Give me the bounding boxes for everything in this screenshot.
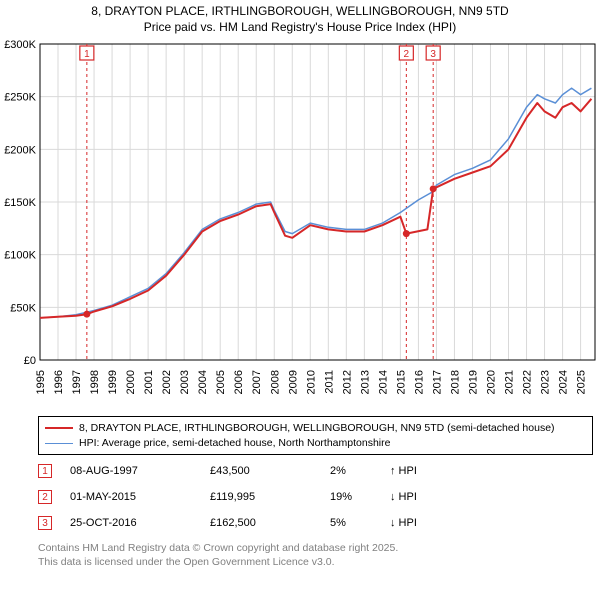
svg-text:2016: 2016 <box>413 370 425 394</box>
svg-text:£200K: £200K <box>4 144 36 156</box>
transaction-date: 08-AUG-1997 <box>70 465 210 477</box>
svg-text:2017: 2017 <box>431 370 443 394</box>
transaction-direction: ↓ HPI <box>390 491 417 503</box>
svg-text:£0: £0 <box>24 355 36 367</box>
svg-text:£50K: £50K <box>10 302 36 314</box>
legend-item: 8, DRAYTON PLACE, IRTHLINGBOROUGH, WELLI… <box>45 421 586 436</box>
transaction-marker: 1 <box>38 464 52 478</box>
page-title: 8, DRAYTON PLACE, IRTHLINGBOROUGH, WELLI… <box>0 0 600 35</box>
legend-swatch <box>45 427 73 429</box>
footer-line2: This data is licensed under the Open Gov… <box>38 556 578 570</box>
svg-text:1999: 1999 <box>107 370 119 394</box>
svg-text:2024: 2024 <box>558 370 570 394</box>
footer-line1: Contains HM Land Registry data © Crown c… <box>38 542 578 556</box>
legend-item: HPI: Average price, semi-detached house,… <box>45 436 586 451</box>
svg-text:2007: 2007 <box>251 370 263 394</box>
svg-text:2014: 2014 <box>377 370 389 394</box>
svg-text:2013: 2013 <box>359 370 371 394</box>
legend-swatch <box>45 443 73 444</box>
svg-text:1998: 1998 <box>89 370 101 394</box>
transaction-row: 1 08-AUG-1997£43,5002%↑ HPI <box>38 458 417 484</box>
svg-text:2005: 2005 <box>215 370 227 394</box>
svg-text:2012: 2012 <box>341 370 353 394</box>
transaction-direction: ↑ HPI <box>390 465 417 477</box>
svg-text:2010: 2010 <box>305 370 317 394</box>
legend: 8, DRAYTON PLACE, IRTHLINGBOROUGH, WELLI… <box>38 416 593 455</box>
transaction-pct: 5% <box>330 517 390 529</box>
transaction-marker: 3 <box>38 516 52 530</box>
svg-text:2011: 2011 <box>323 370 335 394</box>
svg-text:2018: 2018 <box>449 370 461 394</box>
svg-text:2008: 2008 <box>269 370 281 394</box>
svg-text:£250K: £250K <box>4 92 36 104</box>
transaction-marker: 2 <box>38 490 52 504</box>
svg-text:2022: 2022 <box>522 370 534 394</box>
transaction-direction: ↓ HPI <box>390 517 417 529</box>
svg-text:3: 3 <box>430 49 436 60</box>
transaction-price: £43,500 <box>210 465 330 477</box>
svg-text:£150K: £150K <box>4 197 36 209</box>
title-line1: 8, DRAYTON PLACE, IRTHLINGBOROUGH, WELLI… <box>0 4 600 20</box>
svg-text:2002: 2002 <box>161 370 173 394</box>
svg-text:2000: 2000 <box>125 370 137 394</box>
transaction-pct: 2% <box>330 465 390 477</box>
transaction-date: 25-OCT-2016 <box>70 517 210 529</box>
transaction-row: 2 01-MAY-2015£119,99519%↓ HPI <box>38 484 417 510</box>
svg-text:2020: 2020 <box>485 370 497 394</box>
transaction-price: £162,500 <box>210 517 330 529</box>
svg-text:2021: 2021 <box>504 370 516 394</box>
svg-text:1995: 1995 <box>35 370 47 394</box>
price-chart: £0 £50K £100K £150K £200K £250K £300K 1995 1996 1… <box>0 38 600 408</box>
svg-text:2: 2 <box>404 49 410 60</box>
svg-text:1: 1 <box>84 49 90 60</box>
transaction-price: £119,995 <box>210 491 330 503</box>
legend-label: HPI: Average price, semi-detached house,… <box>79 436 390 451</box>
title-line2: Price paid vs. HM Land Registry's House … <box>0 20 600 36</box>
transaction-row: 3 25-OCT-2016£162,5005%↓ HPI <box>38 510 417 536</box>
svg-text:2004: 2004 <box>197 370 209 394</box>
svg-text:2009: 2009 <box>287 370 299 394</box>
svg-text:2003: 2003 <box>179 370 191 394</box>
transaction-list: 108-AUG-1997£43,5002%↑ HPI201-MAY-2015£1… <box>38 458 417 536</box>
svg-text:2015: 2015 <box>395 370 407 394</box>
svg-text:1996: 1996 <box>53 370 65 394</box>
footer-attribution: Contains HM Land Registry data © Crown c… <box>38 542 578 569</box>
svg-text:£100K: £100K <box>4 250 36 262</box>
svg-text:2006: 2006 <box>233 370 245 394</box>
svg-text:2019: 2019 <box>467 370 479 394</box>
svg-text:2025: 2025 <box>576 370 588 394</box>
transaction-date: 01-MAY-2015 <box>70 491 210 503</box>
svg-text:2001: 2001 <box>143 370 155 394</box>
chart-container: £0 £50K £100K £150K £200K £250K £300K 1995 1996 1… <box>0 38 600 408</box>
legend-label: 8, DRAYTON PLACE, IRTHLINGBOROUGH, WELLI… <box>79 421 555 436</box>
svg-text:£300K: £300K <box>4 39 36 51</box>
transaction-pct: 19% <box>330 491 390 503</box>
svg-text:1997: 1997 <box>71 370 83 394</box>
svg-text:2023: 2023 <box>540 370 552 394</box>
